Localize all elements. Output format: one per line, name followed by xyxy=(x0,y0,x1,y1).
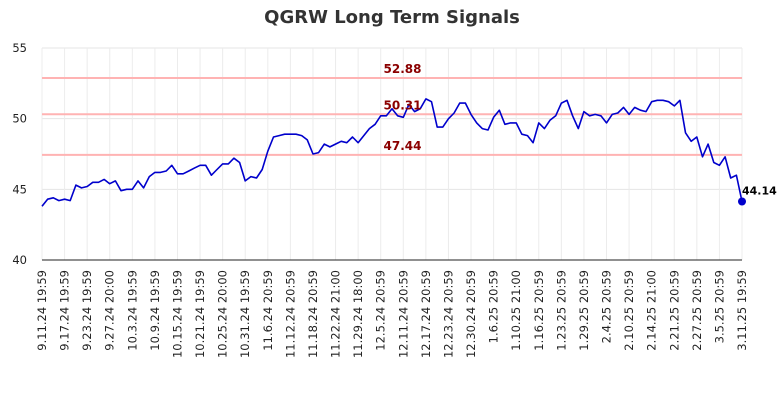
chart-title: QGRW Long Term Signals xyxy=(264,7,520,28)
x-tick-label: 9.23.24 19:59 xyxy=(80,270,94,351)
x-tick-label: 10.21.24 19:59 xyxy=(193,270,207,358)
y-tick-label: 55 xyxy=(12,41,27,55)
x-tick-label: 12.17.24 20:59 xyxy=(419,270,433,358)
x-tick-label: 11.18.24 20:59 xyxy=(306,270,320,358)
x-tick-label: 2.27.25 20:59 xyxy=(690,270,704,351)
y-tick-label: 40 xyxy=(12,253,27,267)
x-tick-label: 10.15.24 19:59 xyxy=(170,270,184,358)
x-tick-label: 12.23.24 20:59 xyxy=(441,270,455,358)
signal-label: 52.88 xyxy=(384,62,422,76)
signal-lines xyxy=(42,76,742,156)
price-line xyxy=(41,98,743,207)
x-tick-label: 9.11.24 19:59 xyxy=(35,270,49,351)
x-tick-label: 10.25.24 20:00 xyxy=(216,270,230,358)
x-tick-label: 10.31.24 19:59 xyxy=(238,270,252,358)
y-tick-label: 50 xyxy=(12,112,27,126)
x-tick-label: 3.11.25 19:59 xyxy=(735,270,749,351)
x-tick-label: 1.16.25 20:59 xyxy=(532,270,546,351)
x-tick-label: 11.6.24 20:59 xyxy=(261,270,275,351)
x-tick-label: 3.5.25 20:59 xyxy=(712,270,726,343)
x-tick-label: 1.10.25 21:00 xyxy=(509,270,523,351)
signal-label: 50.31 xyxy=(384,98,422,112)
x-tick-label: 2.4.25 20:59 xyxy=(600,270,614,343)
x-tick-label: 11.22.24 21:00 xyxy=(329,270,343,358)
x-tick-label: 10.9.24 19:59 xyxy=(148,270,162,351)
x-tick-label: 1.29.25 20:59 xyxy=(577,270,591,351)
x-tick-label: 2.14.25 21:00 xyxy=(645,270,659,351)
x-tick-label: 12.11.24 20:59 xyxy=(396,270,410,358)
last-point-marker xyxy=(738,197,746,206)
y-tick-label: 45 xyxy=(12,182,27,196)
x-tick-label: 2.21.25 20:59 xyxy=(667,270,681,351)
x-tick-label: 1.6.25 20:59 xyxy=(487,270,501,343)
signal-label: 47.44 xyxy=(384,139,422,153)
x-tick-label: 12.30.24 20:59 xyxy=(464,270,478,358)
x-tick-label: 10.3.24 19:59 xyxy=(125,270,139,351)
x-tick-label: 9.27.24 20:00 xyxy=(103,270,117,351)
x-tick-label: 9.17.24 19:59 xyxy=(58,270,72,351)
labels: 52.88 50.31 47.44 44.14 xyxy=(384,62,778,198)
x-tick-label: 11.12.24 20:59 xyxy=(283,270,297,358)
last-value-label: 44.14 xyxy=(742,184,777,197)
axes: 40 45 50 55 9.11.24 19:59 9.17.24 19:59 9.23.2… xyxy=(12,41,749,358)
x-tick-label: 12.5.24 20:59 xyxy=(374,270,388,351)
x-tick-label: 1.23.25 20:59 xyxy=(554,270,568,351)
series xyxy=(41,98,746,207)
x-tick-label: 2.10.25 20:59 xyxy=(622,270,636,351)
x-tick-label: 11.29.24 18:00 xyxy=(351,270,365,358)
